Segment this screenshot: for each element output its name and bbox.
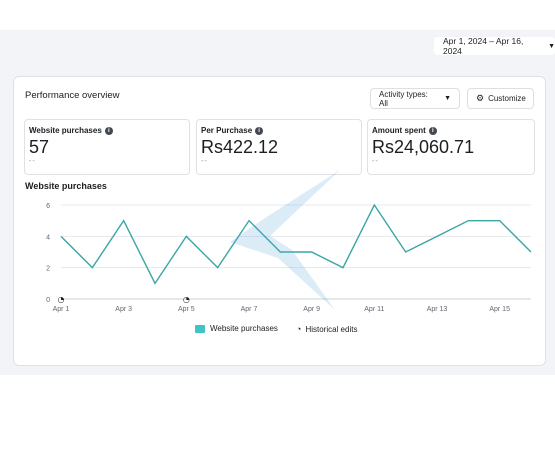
metric-label: Amount spent xyxy=(372,126,426,135)
chart-title: Website purchases xyxy=(25,181,107,191)
info-icon[interactable]: i xyxy=(255,126,264,135)
y-tick-label: 4 xyxy=(46,234,50,241)
legend-item-website-purchases[interactable]: Website purchases xyxy=(195,324,278,333)
metric-value: 57 xyxy=(29,137,50,157)
metric-comparison: -- xyxy=(201,158,208,165)
x-tick-label: Apr 11 xyxy=(364,306,384,313)
customize-label: Customize xyxy=(488,94,526,103)
legend-label: Website purchases xyxy=(210,324,278,333)
caret-down-icon: ▼ xyxy=(548,42,555,50)
activity-types-dropdown[interactable]: Activity types: All ▼ xyxy=(370,88,460,109)
activity-types-label: Activity types: All xyxy=(379,89,428,108)
x-tick-label: Apr 5 xyxy=(178,306,195,313)
legend-item-historical-edits[interactable]: ◔ Historical edits xyxy=(296,324,357,334)
metric-amount-spent[interactable]: Amount spent i Rs24,060.71 -- xyxy=(367,119,535,175)
metric-label-wrap: Website purchases i xyxy=(29,126,113,135)
info-icon[interactable]: i xyxy=(428,126,437,135)
performance-overview-card: Performance overview Activity types: All… xyxy=(13,76,546,366)
sliders-icon: ⚙ xyxy=(476,93,485,103)
x-tick-label: Apr 1 xyxy=(53,306,70,313)
metric-label-wrap: Amount spent i xyxy=(372,126,437,135)
metric-comparison: -- xyxy=(29,158,36,165)
metric-label-wrap: Per Purchase i xyxy=(201,126,264,135)
metric-label: Per Purchase xyxy=(201,126,253,135)
historical-edit-marker: ◔ xyxy=(58,295,65,304)
historical-edit-marker: ◔ xyxy=(183,295,190,304)
metric-label: Website purchases xyxy=(29,126,102,135)
line-chart: 0 2 4 6 Apr 1 Apr 3 Apr 5 Apr 7 Apr 9 Apr 11 Apr 1… xyxy=(46,203,532,313)
x-tick-label: Apr 9 xyxy=(303,306,320,313)
legend-label: Historical edits xyxy=(305,324,358,334)
y-tick-label: 6 xyxy=(46,203,50,210)
gauge-icon: ◔ xyxy=(296,324,302,334)
metric-value: Rs422.12 xyxy=(201,137,279,157)
x-tick-label: Apr 7 xyxy=(241,306,258,313)
info-icon[interactable]: i xyxy=(104,126,113,135)
x-tick-label: Apr 3 xyxy=(115,306,132,313)
date-range-selector[interactable]: Apr 1, 2024 – Apr 16, 2024 ▼ xyxy=(434,36,555,56)
metric-per-purchase[interactable]: Per Purchase i Rs422.12 -- xyxy=(196,119,362,175)
y-tick-label: 2 xyxy=(46,266,50,273)
legend-swatch xyxy=(195,324,205,333)
customize-button[interactable]: ⚙ Customize xyxy=(467,88,534,109)
metric-value: Rs24,060.71 xyxy=(372,137,475,157)
metric-website-purchases[interactable]: Website purchases i 57 -- xyxy=(24,119,190,175)
metric-comparison: -- xyxy=(372,158,379,165)
x-tick-label: Apr 15 xyxy=(489,306,510,313)
card-title: Performance overview xyxy=(25,90,120,101)
caret-down-icon: ▼ xyxy=(444,95,451,102)
date-range-label: Apr 1, 2024 – Apr 16, 2024 xyxy=(443,36,524,56)
x-tick-label: Apr 13 xyxy=(427,306,448,313)
series-line xyxy=(60,203,532,285)
y-tick-label: 0 xyxy=(46,297,50,304)
